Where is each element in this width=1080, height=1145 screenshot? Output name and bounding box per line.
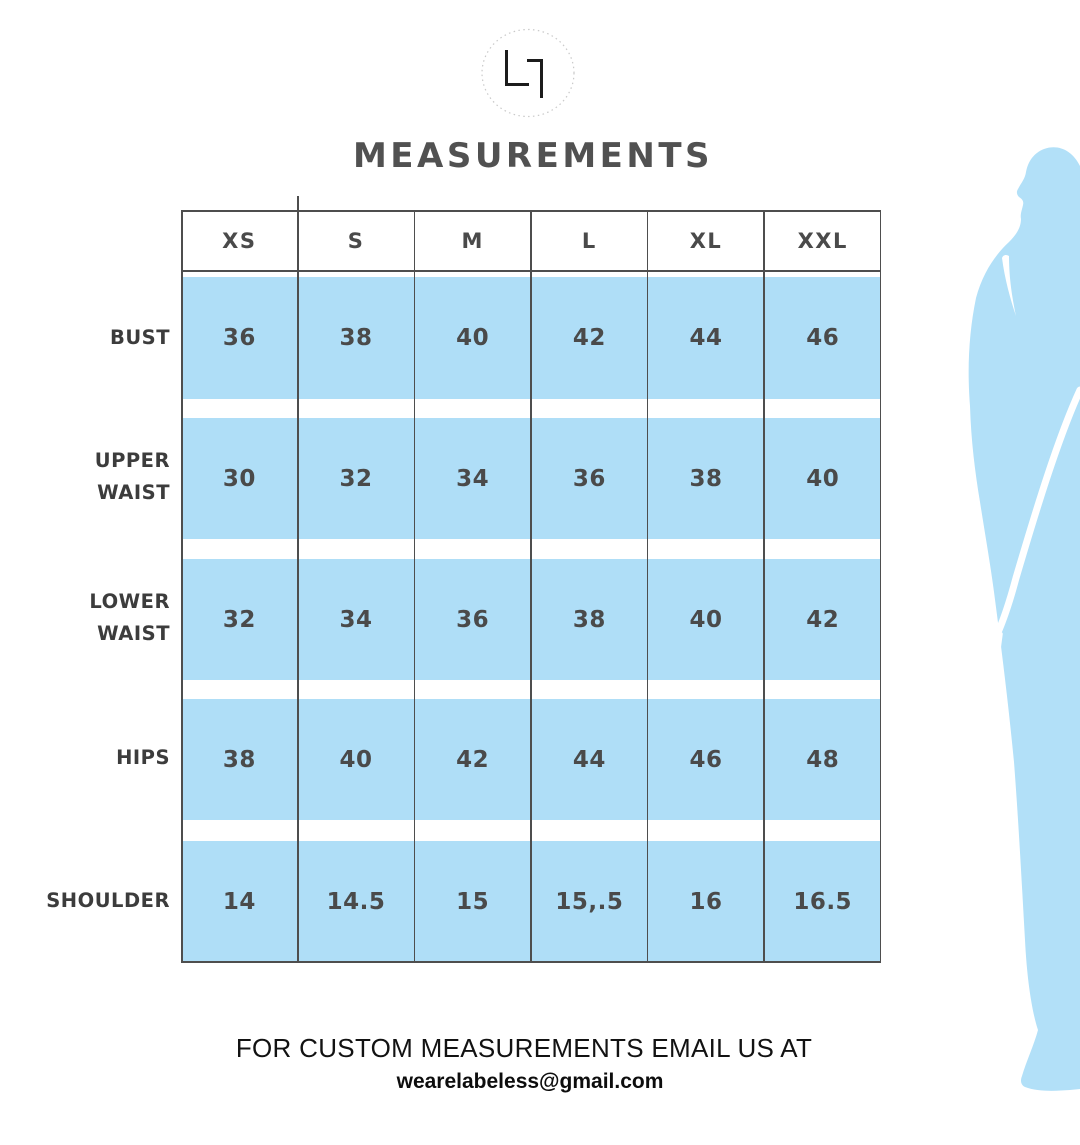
column-header-s: S — [347, 228, 365, 253]
row-label-lower-waist: LOWER WAIST — [89, 589, 170, 645]
size-cell: 14 — [222, 889, 256, 915]
contact-email: wearelabeless@gmail.com — [396, 1070, 664, 1093]
table-border-top — [181, 210, 881, 212]
brand-logo — [480, 28, 576, 120]
size-cell: 16 — [689, 889, 723, 915]
size-cell: 46 — [689, 746, 723, 773]
size-cell: 15,.5 — [555, 889, 624, 915]
column-header-m: M — [461, 228, 484, 253]
row-label-shoulder: SHOULDER — [46, 888, 170, 912]
size-cell: 42 — [572, 325, 606, 351]
size-cell: 38 — [689, 465, 723, 492]
column-header-xxl: XXL — [797, 228, 848, 253]
size-cell: 40 — [456, 325, 490, 351]
size-cell: 36 — [572, 465, 606, 492]
size-cell: 32 — [339, 465, 373, 492]
size-cell: 16.5 — [793, 889, 853, 915]
size-cell: 44 — [689, 325, 723, 351]
size-cell: 42 — [456, 746, 490, 773]
table-divider — [763, 210, 765, 961]
size-cell: 36 — [222, 325, 256, 351]
column-header-l: L — [581, 228, 597, 253]
size-cell: 46 — [806, 325, 840, 351]
size-cell: 38 — [339, 325, 373, 351]
table-divider — [646, 210, 649, 961]
footer-note: FOR CUSTOM MEASUREMENTS EMAIL US AT — [235, 1033, 813, 1063]
column-header-xl: XL — [689, 228, 723, 253]
table-divider — [413, 210, 416, 961]
size-cell: 36 — [456, 606, 490, 633]
size-cell: 34 — [456, 465, 490, 492]
column-header-xs: XS — [222, 228, 257, 253]
size-cell: 34 — [339, 606, 373, 633]
woman-silhouette — [968, 147, 1080, 1091]
size-cell: 38 — [572, 606, 606, 633]
size-cell: 40 — [689, 606, 723, 633]
size-cell: 32 — [222, 606, 256, 633]
page-title: MEASUREMENTS — [352, 136, 714, 176]
row-label-upper-waist: UPPER WAIST — [94, 448, 170, 504]
row-label-hips: HIPS — [116, 745, 170, 769]
size-cell: 40 — [339, 746, 373, 773]
size-cell: 48 — [806, 746, 840, 773]
size-cell: 30 — [222, 465, 256, 492]
size-table-header: XS S M L XL XXL — [181, 210, 881, 271]
size-cell: 42 — [806, 606, 840, 633]
header-divider — [181, 269, 881, 272]
table-divider — [530, 210, 532, 961]
labeless-monogram-icon — [481, 28, 575, 118]
table-divider — [297, 196, 299, 961]
table-border-right — [879, 210, 881, 961]
table-border-left — [181, 210, 183, 961]
size-cell: 40 — [806, 465, 840, 492]
size-cell: 15 — [456, 889, 490, 915]
size-table: XS S M L XL XXL 36 38 40 42 44 46 30 32 … — [181, 196, 881, 963]
size-cell: 44 — [572, 746, 606, 773]
size-cell: 38 — [222, 746, 256, 773]
table-border-bottom — [181, 961, 881, 963]
row-label-bust: BUST — [109, 325, 170, 349]
size-cell: 14.5 — [326, 889, 386, 915]
